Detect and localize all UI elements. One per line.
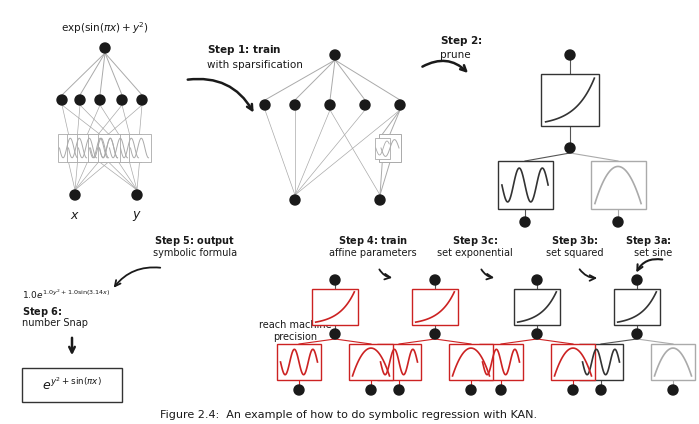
Circle shape bbox=[137, 95, 147, 105]
Bar bbox=[89, 134, 110, 162]
Text: $\mathbf{Step\ 2}$:: $\mathbf{Step\ 2}$: bbox=[440, 34, 482, 48]
Bar bbox=[87, 134, 110, 162]
Text: symbolic formula: symbolic formula bbox=[153, 248, 237, 258]
Circle shape bbox=[395, 100, 405, 110]
Circle shape bbox=[520, 217, 530, 227]
Bar bbox=[66, 134, 89, 162]
Circle shape bbox=[117, 95, 127, 105]
Circle shape bbox=[532, 275, 542, 285]
Text: $y$: $y$ bbox=[132, 209, 142, 223]
Text: set squared: set squared bbox=[546, 248, 604, 258]
Bar bbox=[614, 289, 660, 325]
Circle shape bbox=[70, 190, 80, 200]
Bar bbox=[129, 134, 150, 162]
Bar bbox=[312, 289, 358, 325]
Circle shape bbox=[430, 329, 440, 339]
Circle shape bbox=[394, 385, 404, 395]
Circle shape bbox=[430, 275, 440, 285]
Bar bbox=[277, 344, 321, 380]
Text: affine parameters: affine parameters bbox=[329, 248, 417, 258]
Circle shape bbox=[100, 43, 110, 53]
Circle shape bbox=[596, 385, 606, 395]
Bar bbox=[412, 289, 458, 325]
Circle shape bbox=[668, 385, 678, 395]
Text: $\mathbf{Step\ 4}$: train: $\mathbf{Step\ 4}$: train bbox=[338, 234, 408, 248]
Text: $e^{y^2+\sin(\pi x)}$: $e^{y^2+\sin(\pi x)}$ bbox=[42, 377, 102, 393]
Circle shape bbox=[613, 217, 623, 227]
Circle shape bbox=[532, 329, 542, 339]
Circle shape bbox=[375, 195, 385, 205]
Bar bbox=[377, 344, 421, 380]
Circle shape bbox=[95, 95, 105, 105]
Bar bbox=[97, 134, 120, 162]
Bar bbox=[108, 134, 129, 162]
Text: reach machine
precision: reach machine precision bbox=[259, 320, 331, 342]
Circle shape bbox=[496, 385, 506, 395]
Bar bbox=[119, 134, 140, 162]
Text: $\mathbf{Step\ 3c}$:: $\mathbf{Step\ 3c}$: bbox=[452, 234, 498, 248]
Circle shape bbox=[290, 195, 300, 205]
Bar bbox=[449, 344, 493, 380]
Circle shape bbox=[325, 100, 335, 110]
Bar bbox=[541, 74, 599, 126]
Circle shape bbox=[132, 190, 142, 200]
Text: Figure 2.4:  An example of how to do symbolic regression with KAN.: Figure 2.4: An example of how to do symb… bbox=[161, 410, 538, 420]
Circle shape bbox=[466, 385, 476, 395]
Circle shape bbox=[260, 100, 270, 110]
Text: $\exp(\sin(\pi x) + y^2)$: $\exp(\sin(\pi x) + y^2)$ bbox=[61, 20, 149, 36]
Circle shape bbox=[366, 385, 376, 395]
Circle shape bbox=[565, 143, 575, 153]
Circle shape bbox=[632, 275, 642, 285]
Bar bbox=[375, 137, 390, 159]
Text: $\mathbf{Step\ 1}$: train: $\mathbf{Step\ 1}$: train bbox=[207, 43, 282, 57]
Text: with sparsification: with sparsification bbox=[207, 60, 303, 70]
Text: $\mathbf{Step\ 6}$:: $\mathbf{Step\ 6}$: bbox=[22, 305, 62, 319]
Bar bbox=[551, 344, 595, 380]
Text: set sine: set sine bbox=[634, 248, 672, 258]
Bar bbox=[57, 134, 80, 162]
Bar bbox=[379, 134, 401, 162]
Bar bbox=[479, 344, 523, 380]
Bar bbox=[579, 344, 623, 380]
Bar bbox=[514, 289, 560, 325]
Circle shape bbox=[568, 385, 578, 395]
Text: prune: prune bbox=[440, 50, 470, 60]
Circle shape bbox=[565, 50, 575, 60]
Text: $\mathbf{Step\ 3a}$:: $\mathbf{Step\ 3a}$: bbox=[626, 234, 672, 248]
Text: $x$: $x$ bbox=[70, 209, 80, 222]
Circle shape bbox=[294, 385, 304, 395]
Circle shape bbox=[330, 275, 340, 285]
Text: set exponential: set exponential bbox=[437, 248, 513, 258]
Bar bbox=[651, 344, 695, 380]
Circle shape bbox=[330, 329, 340, 339]
Circle shape bbox=[632, 329, 642, 339]
Text: number Snap: number Snap bbox=[22, 318, 88, 328]
Text: $1.0e^{1.0y^2+1.0\sin(3.14x)}$: $1.0e^{1.0y^2+1.0\sin(3.14x)}$ bbox=[22, 288, 110, 301]
Bar bbox=[97, 134, 120, 162]
Bar bbox=[22, 368, 122, 402]
Circle shape bbox=[290, 100, 300, 110]
Bar bbox=[591, 161, 645, 209]
Bar bbox=[349, 344, 393, 380]
Circle shape bbox=[360, 100, 370, 110]
Circle shape bbox=[75, 95, 85, 105]
Bar bbox=[498, 161, 552, 209]
Circle shape bbox=[57, 95, 67, 105]
Text: $\mathbf{Step\ 5}$: output: $\mathbf{Step\ 5}$: output bbox=[154, 234, 236, 248]
Bar bbox=[76, 134, 99, 162]
Circle shape bbox=[330, 50, 340, 60]
Text: $\mathbf{Step\ 3b}$:: $\mathbf{Step\ 3b}$: bbox=[552, 234, 598, 248]
